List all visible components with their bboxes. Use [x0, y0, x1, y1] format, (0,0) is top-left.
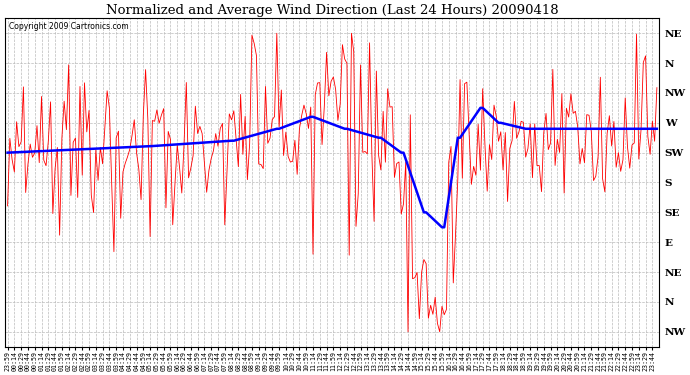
Title: Normalized and Average Wind Direction (Last 24 Hours) 20090418: Normalized and Average Wind Direction (L… [106, 4, 558, 17]
Text: Copyright 2009 Cartronics.com: Copyright 2009 Cartronics.com [8, 22, 128, 31]
